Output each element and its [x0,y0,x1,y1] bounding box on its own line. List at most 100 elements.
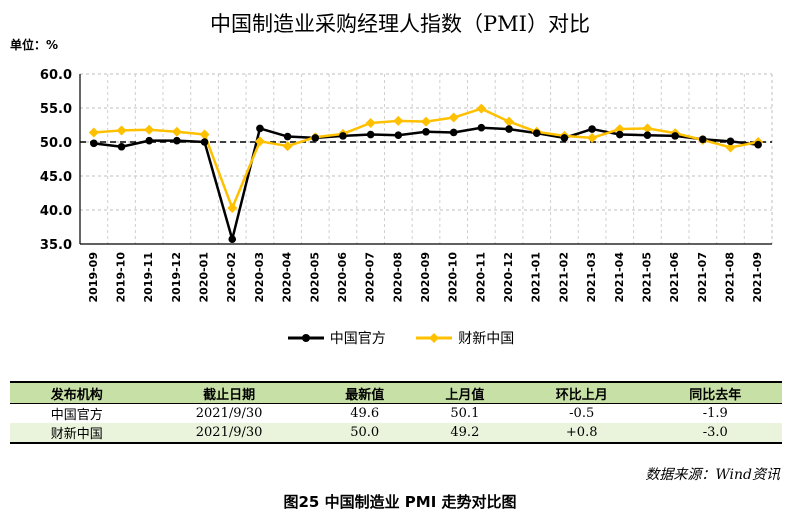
y-tick-label: 35.0 [40,238,72,253]
y-tick-label: 60.0 [40,68,72,83]
data-point-caixin [504,116,515,127]
series-line-official [93,126,759,241]
cell-previous: 49.2 [414,423,515,444]
data-point-official [90,139,98,148]
data-point-official [366,130,375,139]
y-tick-label: 40.0 [40,204,72,219]
cell-yoy: -1.9 [648,403,782,423]
y-tick-label: 50.0 [40,136,72,151]
x-tick-label: 2020-07 [364,252,377,303]
legend-marker-caixin-icon [416,333,453,343]
table-row: 财新中国 2021/9/30 50.0 49.2 +0.8 -3.0 [10,423,782,444]
x-tick-label: 2019-11 [142,252,155,303]
data-point-caixin [725,142,736,153]
x-tick-label: 2020-01 [198,252,211,303]
x-tick-label: 2020-05 [308,252,321,303]
x-tick-label: 2020-09 [419,252,432,303]
x-tick-label: 2021-05 [640,252,653,303]
data-point-official [671,132,679,140]
data-point-official [615,130,624,139]
legend-marker-official-icon [287,334,324,342]
x-tick-label: 2021-03 [585,252,598,303]
data-point-caixin [199,129,210,140]
x-tick-label: 2020-12 [502,252,515,303]
cell-institution: 中国官方 [10,403,144,423]
legend-label-caixin: 财新中国 [458,331,515,347]
cell-latest: 49.6 [314,403,415,423]
data-point-official [754,140,762,149]
data-point-official [560,134,569,142]
data-point-official [726,137,735,146]
header-yoy: 同比去年 [648,381,782,404]
data-point-official [532,129,541,137]
data-point-official [228,235,237,244]
cell-mom: +0.8 [514,423,649,444]
x-tick-label: 2021-07 [696,252,709,303]
data-point-official [643,131,652,139]
x-tick-label: 2021-09 [751,252,764,303]
unit-label: 单位：% [10,38,59,52]
data-point-caixin [116,125,127,136]
table-row: 中国官方 2021/9/30 49.6 50.1 -0.5 -1.9 [10,403,782,423]
chart-title: 中国制造业采购经理人指数（PMI）对比 [210,12,590,36]
data-point-caixin [393,115,404,126]
x-tick-label: 2020-08 [391,252,404,303]
chart-legend: 中国官方 财新中国 [0,328,800,348]
data-point-official [311,134,320,142]
y-tick-label: 45.0 [40,170,72,185]
cell-date: 2021/9/30 [143,423,315,444]
data-point-official [173,136,181,145]
x-tick-label: 2021-02 [557,252,570,303]
x-tick-label: 2021-01 [530,252,543,303]
data-point-official [117,142,126,151]
pmi-line-chart: 60.0 55.0 50.0 45.0 40.0 35.0 2019-09 2019-10 20… [40,68,773,303]
x-tick-label: 2020-03 [253,252,266,303]
data-point-official [394,131,403,139]
data-point-caixin [365,117,376,128]
x-tick-label: 2020-06 [336,252,349,303]
x-tick-label: 2020-10 [447,252,460,303]
data-point-caixin [642,123,653,134]
cell-date: 2021/9/30 [143,403,315,423]
header-date: 截止日期 [143,381,315,404]
legend-item-caixin: 财新中国 [414,328,514,348]
x-tick-label: 2020-11 [474,252,487,303]
header-institution: 发布机构 [10,381,144,404]
summary-table: 发布机构 截止日期 最新值 上月值 环比上月 同比去年 中国官方 2021/9/… [10,381,782,444]
x-tick-label: 2019-12 [170,252,183,303]
data-point-caixin [227,202,238,213]
data-point-caixin [254,136,265,147]
data-point-official [505,125,513,133]
legend-label-official: 中国官方 [329,331,386,347]
legend-item-official: 中国官方 [286,328,386,348]
data-point-official [283,132,292,141]
data-point-caixin [171,126,182,137]
cell-previous: 50.1 [414,403,515,423]
cell-yoy: -3.0 [648,423,782,444]
data-source: 数据来源：Wind资讯 [645,467,780,483]
header-mom: 环比上月 [514,381,649,404]
data-point-caixin [476,103,487,114]
data-point-official [449,128,458,137]
cell-institution: 财新中国 [10,423,144,444]
data-point-caixin [614,124,625,135]
data-point-official [422,128,430,136]
figure-caption: 图25 中国制造业 PMI 走势对比图 [283,493,517,511]
data-point-official [339,132,347,140]
data-point-caixin [421,116,431,127]
table-header-row: 发布机构 截止日期 最新值 上月值 环比上月 同比去年 [10,381,782,404]
x-tick-label: 2019-09 [87,252,100,303]
y-tick-label: 55.0 [40,102,72,117]
data-point-caixin [282,141,293,152]
x-tick-label: 2019-10 [115,252,128,303]
data-point-caixin [144,124,155,135]
x-tick-label: 2020-02 [225,252,238,303]
cell-latest: 50.0 [314,423,415,444]
data-point-official [699,135,707,144]
header-latest: 最新值 [314,381,415,404]
cell-mom: -0.5 [514,403,649,423]
data-point-caixin [587,132,598,143]
x-tick-label: 2021-04 [613,252,626,303]
x-tick-label: 2021-06 [668,252,681,303]
x-tick-label: 2021-08 [723,252,736,303]
